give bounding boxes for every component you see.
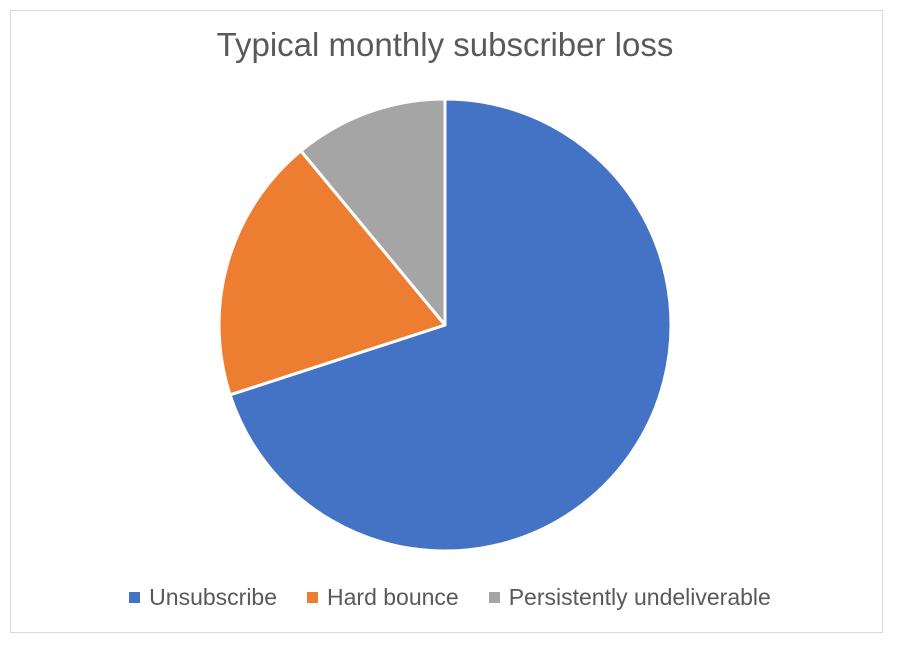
legend: Unsubscribe Hard bounce Persistently und… [0,584,900,611]
legend-item-persistently-undeliverable: Persistently undeliverable [489,584,771,611]
legend-item-unsubscribe: Unsubscribe [129,584,277,611]
legend-swatch-persistently-undeliverable [489,592,500,603]
legend-label-persistently-undeliverable: Persistently undeliverable [509,584,771,611]
legend-swatch-unsubscribe [129,592,140,603]
legend-swatch-hard-bounce [307,592,318,603]
legend-label-unsubscribe: Unsubscribe [149,584,277,611]
legend-item-hard-bounce: Hard bounce [307,584,459,611]
legend-label-hard-bounce: Hard bounce [327,584,459,611]
